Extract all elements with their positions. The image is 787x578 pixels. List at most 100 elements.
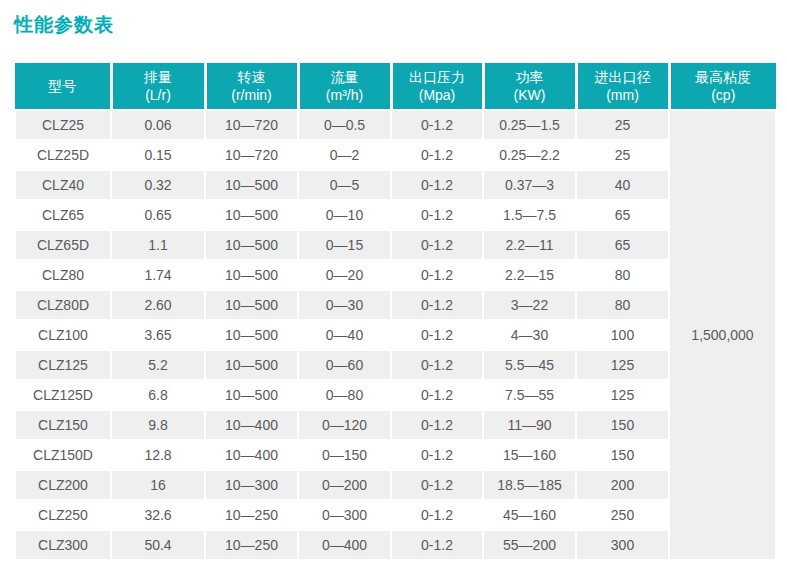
- value-cell: 0-1.2: [391, 230, 483, 260]
- performance-parameters-table: 型号排量(L/r)转速(r/min)流量(m³/h)出口压力(Mpa)功率(KW…: [14, 63, 777, 561]
- value-cell: 0—200: [298, 470, 391, 500]
- value-cell: 45—160: [483, 500, 576, 530]
- value-cell: 10—500: [205, 350, 298, 380]
- value-cell: 0—15: [298, 230, 391, 260]
- value-cell: 0-1.2: [391, 200, 483, 230]
- model-cell: CLZ250: [15, 500, 111, 530]
- value-cell: 10—500: [205, 290, 298, 320]
- value-cell: 18.5—185: [483, 470, 576, 500]
- value-cell: 0—40: [298, 320, 391, 350]
- value-cell: 0.15: [111, 140, 205, 170]
- value-cell: 0.32: [111, 170, 205, 200]
- value-cell: 150: [576, 440, 669, 470]
- value-cell: 0.37—3: [483, 170, 576, 200]
- value-cell: 1.1: [111, 230, 205, 260]
- value-cell: 25: [576, 110, 669, 140]
- value-cell: 0—80: [298, 380, 391, 410]
- value-cell: 250: [576, 500, 669, 530]
- table-row: CLZ80D2.6010—5000—300-1.23—2280: [15, 290, 776, 320]
- value-cell: 16: [111, 470, 205, 500]
- model-cell: CLZ65: [15, 200, 111, 230]
- value-cell: 100: [576, 320, 669, 350]
- column-header-unit: (r/min): [207, 86, 297, 104]
- value-cell: 7.5—55: [483, 380, 576, 410]
- column-header-label: 功率: [516, 69, 544, 85]
- table-row: CLZ650.6510—5000—100-1.21.5—7.565: [15, 200, 776, 230]
- model-cell: CLZ200: [15, 470, 111, 500]
- value-cell: 0—300: [298, 500, 391, 530]
- value-cell: 10—250: [205, 530, 298, 560]
- column-header-4: 流量(m³/h): [298, 63, 391, 110]
- column-header-label: 转速: [238, 69, 266, 85]
- table-row: CLZ125D6.810—5000—800-1.27.5—55125: [15, 380, 776, 410]
- column-header-8: 最高粘度(cp): [669, 63, 776, 110]
- value-cell: 55—200: [483, 530, 576, 560]
- table-row: CLZ801.7410—5000—200-1.22.2—1580: [15, 260, 776, 290]
- value-cell: 0-1.2: [391, 530, 483, 560]
- value-cell: 0-1.2: [391, 500, 483, 530]
- value-cell: 0.06: [111, 110, 205, 140]
- model-cell: CLZ300: [15, 530, 111, 560]
- value-cell: 0—400: [298, 530, 391, 560]
- value-cell: 0-1.2: [391, 470, 483, 500]
- table-row: CLZ2001610—3000—2000-1.218.5—185200: [15, 470, 776, 500]
- value-cell: 10—300: [205, 470, 298, 500]
- table-row: CLZ250.0610—7200—0.50-1.20.25—1.5251,500…: [15, 110, 776, 140]
- value-cell: 65: [576, 200, 669, 230]
- value-cell: 10—500: [205, 320, 298, 350]
- table-header-row: 型号排量(L/r)转速(r/min)流量(m³/h)出口压力(Mpa)功率(KW…: [15, 63, 776, 110]
- column-header-label: 出口压力: [409, 69, 465, 85]
- value-cell: 10—400: [205, 440, 298, 470]
- column-header-label: 排量: [144, 69, 172, 85]
- model-cell: CLZ125D: [15, 380, 111, 410]
- page-title: 性能参数表: [0, 0, 787, 38]
- column-header-1: 型号: [15, 63, 111, 110]
- value-cell: 15—160: [483, 440, 576, 470]
- column-header-label: 进出口径: [595, 69, 651, 85]
- model-cell: CLZ150D: [15, 440, 111, 470]
- table-row: CLZ150D12.810—4000—1500-1.215—160150: [15, 440, 776, 470]
- value-cell: 0.25—2.2: [483, 140, 576, 170]
- value-cell: 10—720: [205, 110, 298, 140]
- value-cell: 0-1.2: [391, 260, 483, 290]
- value-cell: 3—22: [483, 290, 576, 320]
- column-header-6: 功率(KW): [483, 63, 576, 110]
- value-cell: 2.2—11: [483, 230, 576, 260]
- value-cell: 125: [576, 380, 669, 410]
- value-cell: 6.8: [111, 380, 205, 410]
- column-header-unit: (L/r): [113, 86, 204, 104]
- value-cell: 12.8: [111, 440, 205, 470]
- value-cell: 3.65: [111, 320, 205, 350]
- model-cell: CLZ65D: [15, 230, 111, 260]
- value-cell: 10—400: [205, 410, 298, 440]
- column-header-unit: (mm): [578, 86, 668, 104]
- table-row: CLZ400.3210—5000—50-1.20.37—340: [15, 170, 776, 200]
- value-cell: 9.8: [111, 410, 205, 440]
- value-cell: 125: [576, 350, 669, 380]
- value-cell: 0-1.2: [391, 170, 483, 200]
- column-header-label: 最高粘度: [695, 69, 751, 85]
- model-cell: CLZ80: [15, 260, 111, 290]
- value-cell: 0-1.2: [391, 440, 483, 470]
- table-row: CLZ65D1.110—5000—150-1.22.2—1165: [15, 230, 776, 260]
- table-row: CLZ1509.810—4000—1200-1.211—90150: [15, 410, 776, 440]
- column-header-2: 排量(L/r): [111, 63, 205, 110]
- table-row: CLZ1255.210—5000—600-1.25.5—45125: [15, 350, 776, 380]
- model-cell: CLZ80D: [15, 290, 111, 320]
- value-cell: 2.60: [111, 290, 205, 320]
- table-row: CLZ30050.410—2500—4000-1.255—200300: [15, 530, 776, 560]
- value-cell: 0—20: [298, 260, 391, 290]
- table-row: CLZ25D0.1510—7200—20-1.20.25—2.225: [15, 140, 776, 170]
- table-row: CLZ1003.6510—5000—400-1.24—30100: [15, 320, 776, 350]
- column-header-unit: (KW): [485, 86, 575, 104]
- value-cell: 150: [576, 410, 669, 440]
- value-cell: 10—500: [205, 200, 298, 230]
- value-cell: 1.5—7.5: [483, 200, 576, 230]
- value-cell: 50.4: [111, 530, 205, 560]
- value-cell: 10—500: [205, 260, 298, 290]
- value-cell: 0—120: [298, 410, 391, 440]
- value-cell: 0—30: [298, 290, 391, 320]
- value-cell: 0-1.2: [391, 410, 483, 440]
- value-cell: 0-1.2: [391, 320, 483, 350]
- value-cell: 0-1.2: [391, 380, 483, 410]
